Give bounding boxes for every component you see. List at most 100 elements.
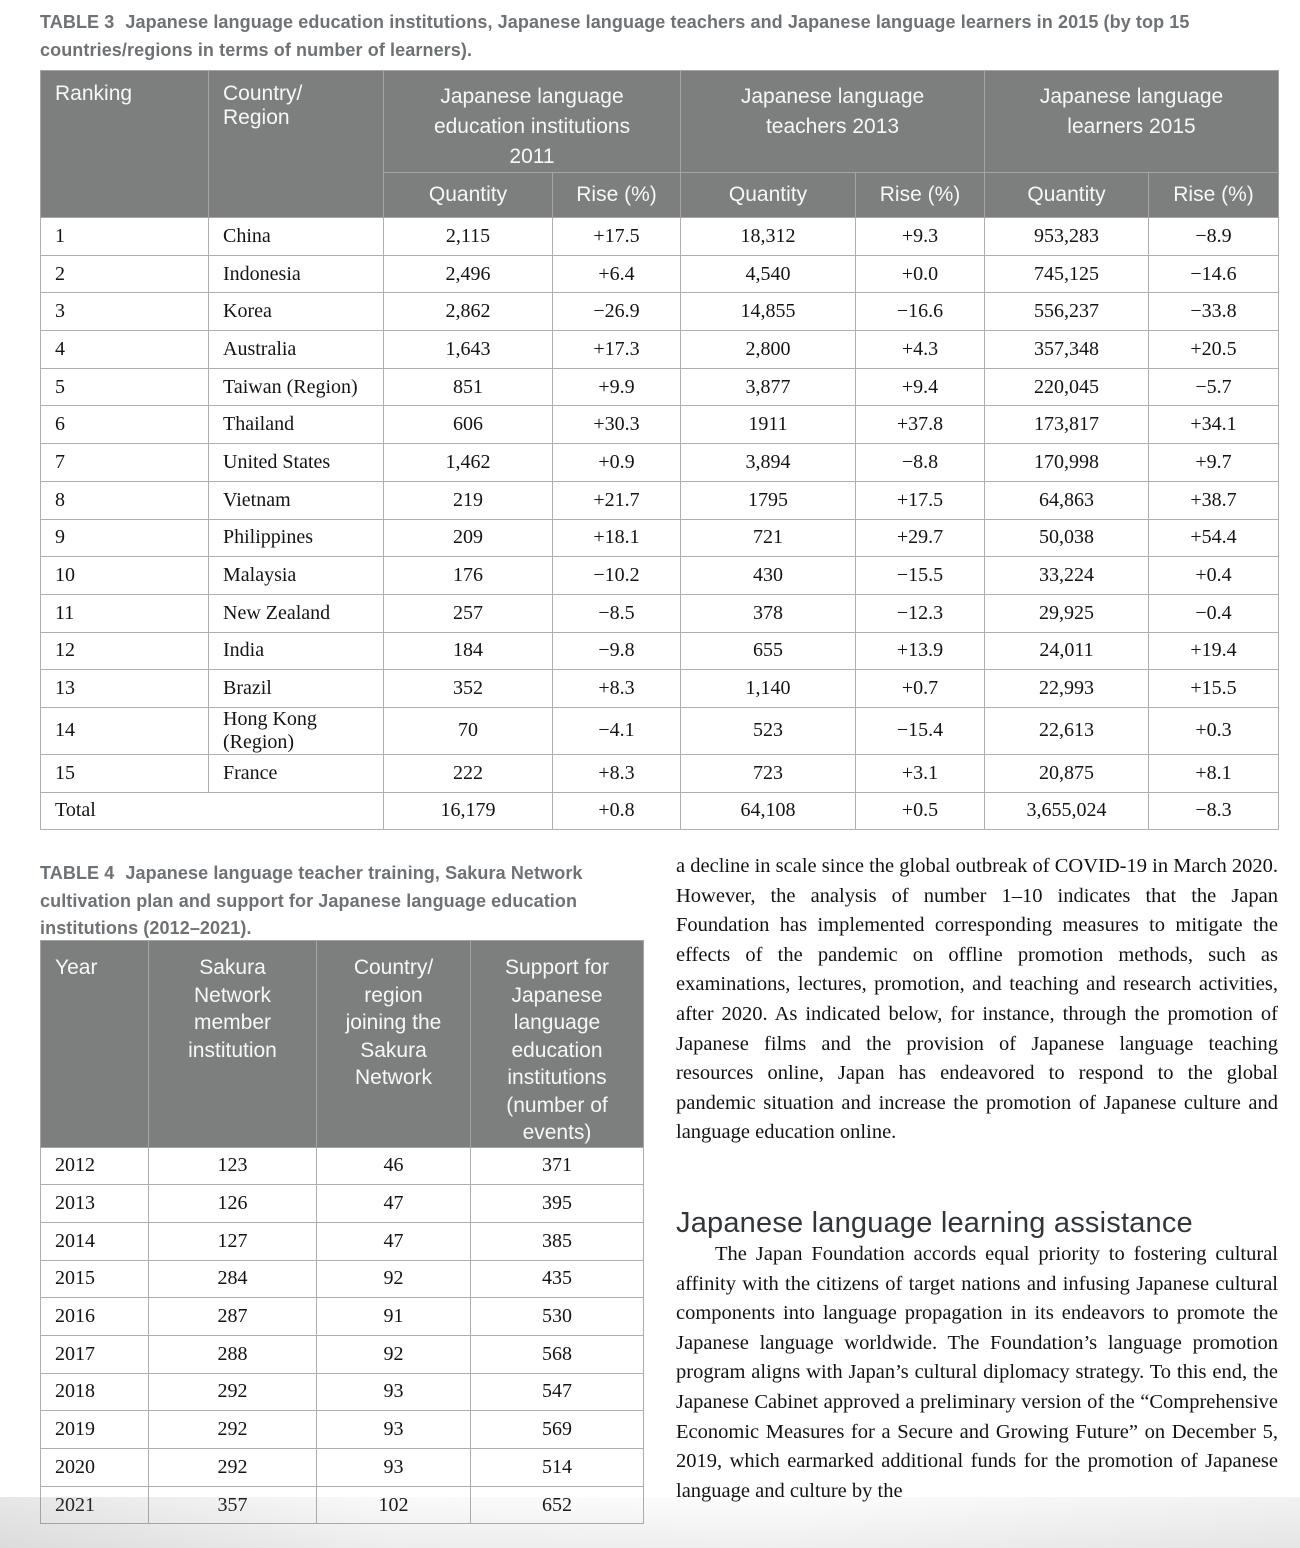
table3-cell: 1,462 xyxy=(383,443,553,482)
table3-cell: +20.5 xyxy=(1148,330,1280,369)
table3-cell: 2,115 xyxy=(383,217,553,256)
table3-cell: 33,224 xyxy=(984,556,1150,595)
table4-cell: 126 xyxy=(148,1184,317,1223)
table3-cell: +15.5 xyxy=(1148,669,1280,708)
article-paragraph-1: a decline in scale since the global outb… xyxy=(676,855,1278,1144)
table4-cell: 395 xyxy=(470,1184,644,1223)
table4-cell: 2013 xyxy=(40,1184,149,1223)
table3-header-learners-2015: Japanese language learners 2015 xyxy=(984,70,1280,173)
table3-cell: 1,140 xyxy=(680,669,857,708)
table3-cell: 655 xyxy=(680,631,857,671)
table3-cell: Hong Kong (Region) xyxy=(208,706,384,755)
table3-cell: 745,125 xyxy=(984,254,1150,294)
table3-caption-text: Japanese language education institutions… xyxy=(40,12,1190,60)
table3-cell: +8.3 xyxy=(551,669,682,708)
table3-row: 13 Brazil 352 +8.3 1,140 +0.7 22,993 +15.5 xyxy=(40,669,1280,708)
table3-header-row-groups: Ranking Country/ Region Japanese languag… xyxy=(40,70,1280,218)
table3-row: 12 India 184 −9.8 655 +13.9 24,011 +19.4 xyxy=(40,631,1280,671)
table4-row: 2014 127 47 385 xyxy=(40,1221,644,1261)
table4-cell: 287 xyxy=(148,1297,317,1336)
table4-row: 2016 287 91 530 xyxy=(40,1297,644,1336)
table4-cell: 357 xyxy=(148,1485,317,1525)
table3-cell: −4.1 xyxy=(551,706,682,755)
table3-cell: 15 xyxy=(40,753,209,793)
table3-cell: −5.7 xyxy=(1148,367,1280,407)
table3-cell: +54.4 xyxy=(1148,518,1280,558)
table3-cell: 220,045 xyxy=(984,367,1150,407)
table4-cell: 93 xyxy=(316,1410,471,1449)
table3-cell: −33.8 xyxy=(1148,292,1280,332)
table3-cell: −9.8 xyxy=(551,631,682,671)
table3-cell: 953,283 xyxy=(984,217,1150,256)
table3-cell: 176 xyxy=(383,556,553,595)
table3-cell: 14,855 xyxy=(680,292,857,332)
table3-cell: Philippines xyxy=(208,518,384,558)
table3-row: 2 Indonesia 2,496 +6.4 4,540 +0.0 745,125 −14.6 xyxy=(40,254,1280,294)
table3-row: 5 Taiwan (Region) 851 +9.9 3,877 +9.4 220,045−… xyxy=(40,367,1280,407)
table3-cell: +0.4 xyxy=(1148,556,1280,595)
table3-cell: 5 xyxy=(40,367,209,407)
table4-cell: 2021 xyxy=(40,1485,149,1525)
table3-cell: +4.3 xyxy=(855,330,986,369)
table3-cell: 257 xyxy=(383,593,553,633)
table4-row: 2013 126 47 395 xyxy=(40,1184,644,1223)
table4-header-countries-joining: Country/ region joining the Sakura Netwo… xyxy=(316,940,471,1148)
table3-cell: +0.0 xyxy=(855,254,986,294)
table3-total-row: Total 16,179 +0.8 64,108 +0.5 3,655,024 … xyxy=(40,791,1280,831)
table3-cell: −8.9 xyxy=(1148,217,1280,256)
table3-cell: 22,613 xyxy=(984,706,1150,755)
table3-cell: 70 xyxy=(383,706,553,755)
table4-cell: 91 xyxy=(316,1297,471,1336)
table3-cell: 20,875 xyxy=(984,753,1150,793)
table3-cell: 18,312 xyxy=(680,217,857,256)
table3-cell: +6.4 xyxy=(551,254,682,294)
table4-cell: 435 xyxy=(470,1259,644,1299)
table3-row: 1 China 2,115 +17.5 18,312 +9.3 953,283 −8.9 xyxy=(40,217,1280,256)
table4-header-year: Year xyxy=(40,940,149,1148)
table3-header-rise-2: Rise (%) xyxy=(855,172,986,218)
table4-cell: 127 xyxy=(148,1221,317,1261)
table3-cell: China xyxy=(208,217,384,256)
table3-header: Ranking Country/ Region Japanese languag… xyxy=(40,70,1280,218)
table3-cell: 606 xyxy=(383,405,553,445)
table4-body: 2012 123 46 371 2013 126 47 395 2014 127 47 385 2015… xyxy=(40,1146,644,1525)
table3-row: 14 Hong Kong (Region) 70 −4.1 523 −15.4 22,613… xyxy=(40,706,1280,755)
table4-cell: 2015 xyxy=(40,1259,149,1299)
table4-cell: 569 xyxy=(470,1410,644,1449)
table3-cell: 29,925 xyxy=(984,593,1150,633)
table3-cell: +9.4 xyxy=(855,367,986,407)
table4-cell: 102 xyxy=(316,1485,471,1525)
table3-cell: +19.4 xyxy=(1148,631,1280,671)
table3-cell: 64,863 xyxy=(984,480,1150,520)
table3-cell: −14.6 xyxy=(1148,254,1280,294)
table4-cell: 568 xyxy=(470,1334,644,1374)
table3-cell: 7 xyxy=(40,443,209,482)
table3-cell: 4,540 xyxy=(680,254,857,294)
table3-total-cell: 16,179 xyxy=(383,791,553,831)
table3-total-cell: 3,655,024 xyxy=(984,791,1150,831)
table4-caption-label: TABLE 4 xyxy=(40,863,115,883)
table4-header-row: Year Sakura Network member institution C… xyxy=(40,940,644,1148)
table3-cell: −8.5 xyxy=(551,593,682,633)
table3-cell: 24,011 xyxy=(984,631,1150,671)
table3-cell: 556,237 xyxy=(984,292,1150,332)
table3-row: 8 Vietnam 219 +21.7 1795 +17.5 64,863 +38.7 xyxy=(40,480,1280,520)
table3-cell: 10 xyxy=(40,556,209,595)
table3-cell: +13.9 xyxy=(855,631,986,671)
table3-cell: +9.3 xyxy=(855,217,986,256)
table4-row: 2018 292 93 547 xyxy=(40,1372,644,1412)
table3-cell: 2,800 xyxy=(680,330,857,369)
table3-cell: 2,496 xyxy=(383,254,553,294)
table4-cell: 92 xyxy=(316,1259,471,1299)
table4-cell: 385 xyxy=(470,1221,644,1261)
table3-caption-label: TABLE 3 xyxy=(40,12,115,32)
table4-row: 2012 123 46 371 xyxy=(40,1146,644,1186)
table3-cell: 184 xyxy=(383,631,553,671)
table3-cell: +9.9 xyxy=(551,367,682,407)
table4-row: 2021357102652 xyxy=(40,1485,644,1525)
table3-cell: Australia xyxy=(208,330,384,369)
table3-cell: +30.3 xyxy=(551,405,682,445)
table3-cell: 352 xyxy=(383,669,553,708)
table3-cell: 2 xyxy=(40,254,209,294)
table3: Ranking Country/ Region Japanese languag… xyxy=(40,70,1280,831)
